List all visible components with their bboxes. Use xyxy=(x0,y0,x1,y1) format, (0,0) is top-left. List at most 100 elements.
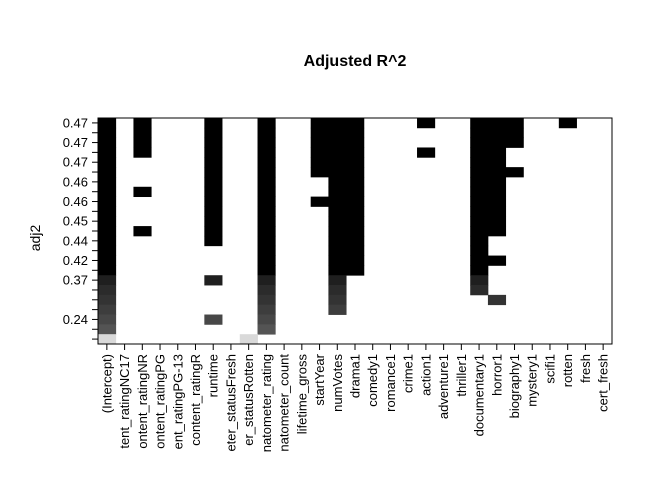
heatmap-cell xyxy=(470,235,489,247)
x-tick-label: biography1 xyxy=(507,354,522,418)
heatmap-cell xyxy=(98,118,117,129)
heatmap-cell xyxy=(98,226,117,237)
heatmap-cell xyxy=(346,186,365,198)
x-tick-label: numVotes xyxy=(330,354,345,412)
heatmap-cell xyxy=(470,157,489,168)
heatmap-cell xyxy=(98,137,117,148)
y-tick-label: 0.42 xyxy=(63,253,88,268)
heatmap-cell xyxy=(204,157,223,168)
heatmap-cell xyxy=(98,206,117,217)
heatmap-cell xyxy=(470,137,489,148)
y-axis: 0.47 0.47 0.47 0.46 0.46 0.45 0.44 0.42 0.37 0.24 xyxy=(63,115,98,340)
heatmap-cell xyxy=(257,275,276,286)
y-tick-label: 0.46 xyxy=(63,194,88,209)
heatmap-cell xyxy=(328,137,347,148)
heatmap-cell xyxy=(328,265,347,276)
x-tick-label: mystery1 xyxy=(525,354,540,407)
heatmap-cell xyxy=(133,226,152,237)
heatmap-cell xyxy=(98,255,117,266)
heatmap-cell xyxy=(98,167,117,178)
heatmap-cell xyxy=(487,147,507,158)
heatmap-cell xyxy=(346,196,365,207)
x-tick-label: er_statusRotten xyxy=(241,354,256,446)
x-tick-label: (Intercept) xyxy=(99,354,114,413)
x-tick-label: scifi1 xyxy=(542,354,557,384)
heatmap-cell xyxy=(98,157,117,168)
heatmap-cell xyxy=(417,147,436,158)
heatmap-cell xyxy=(98,285,117,296)
heatmap-cell xyxy=(98,245,117,256)
heatmap-cell xyxy=(346,206,365,217)
x-tick-label: adventure1 xyxy=(436,354,451,419)
heatmap-cell xyxy=(133,186,152,198)
x-tick-label: ontent_ratingPG xyxy=(153,354,168,449)
heatmap-cell xyxy=(346,127,365,139)
heatmap-cell xyxy=(558,118,577,129)
heatmap-cell xyxy=(417,118,436,129)
heatmap-cell xyxy=(204,127,223,139)
heatmap-cell xyxy=(505,167,524,178)
heatmap-cell xyxy=(346,265,365,276)
heatmap-cell xyxy=(257,245,276,256)
heatmap-cell xyxy=(346,226,365,237)
heatmap-cell xyxy=(346,255,365,266)
heatmap-cell xyxy=(346,147,365,158)
heatmap-cell xyxy=(470,265,489,276)
heatmap-cell xyxy=(98,265,117,276)
heatmap-cell xyxy=(257,127,276,139)
heatmap-cell xyxy=(98,196,117,207)
x-tick-label: content_ratingR xyxy=(188,354,203,446)
heatmap-cell xyxy=(310,167,329,178)
heatmap-cell xyxy=(257,196,276,207)
heatmap-cell xyxy=(257,176,276,188)
heatmap-cell xyxy=(98,176,117,188)
heatmap-cell xyxy=(257,206,276,217)
heatmap-cell xyxy=(98,294,117,306)
y-tick-label: 0.46 xyxy=(63,174,88,189)
heatmap-cell xyxy=(204,118,223,129)
y-tick-label: 0.47 xyxy=(63,115,88,130)
heatmap-cell xyxy=(470,255,489,266)
heatmap-cell xyxy=(98,324,117,335)
heatmap-cell xyxy=(328,157,347,168)
heatmap-cell xyxy=(204,275,223,286)
heatmap-cell xyxy=(204,235,223,247)
x-tick-label: thriller1 xyxy=(454,354,469,397)
heatmap-cell xyxy=(328,147,347,158)
heatmap-cell xyxy=(204,206,223,217)
heatmap-cell xyxy=(328,255,347,266)
x-tick-label: comedy1 xyxy=(365,354,380,407)
x-tick-label: drama1 xyxy=(348,354,363,398)
heatmap-cell xyxy=(310,137,329,148)
heatmap-cell xyxy=(310,196,329,207)
x-tick-label: natometer_count xyxy=(277,354,292,452)
x-axis: (Intercept) tent_ratingNC17 ontent_ratingN… xyxy=(99,344,611,452)
heatmap-cell xyxy=(470,127,489,139)
heatmap-cell xyxy=(505,127,524,139)
y-tick-label: 0.24 xyxy=(63,312,88,327)
heatmap-cell xyxy=(257,157,276,168)
heatmap-cell xyxy=(346,235,365,247)
heatmap-cell xyxy=(257,118,276,129)
heatmap-cell xyxy=(346,118,365,129)
heatmap-cell xyxy=(328,285,347,296)
heatmap-cell xyxy=(328,176,347,188)
heatmap-cell xyxy=(487,186,507,198)
heatmap-cell xyxy=(257,147,276,158)
heatmap-cell xyxy=(257,137,276,148)
heatmap-cell xyxy=(204,226,223,237)
heatmap-cell xyxy=(257,294,276,306)
heatmap-cell xyxy=(505,137,524,148)
heatmap-cell xyxy=(346,176,365,188)
heatmap-cell xyxy=(133,118,152,129)
heatmap-cell xyxy=(470,147,489,158)
cells-layer xyxy=(98,118,577,345)
heatmap-cell xyxy=(487,137,507,148)
x-tick-label: documentary1 xyxy=(472,354,487,436)
x-tick-label: runtime xyxy=(206,354,221,397)
y-tick-label: 0.44 xyxy=(63,233,88,248)
heatmap-cell xyxy=(204,314,223,325)
heatmap-cell xyxy=(98,275,117,286)
heatmap-cell xyxy=(310,157,329,168)
heatmap-cell xyxy=(470,285,489,296)
